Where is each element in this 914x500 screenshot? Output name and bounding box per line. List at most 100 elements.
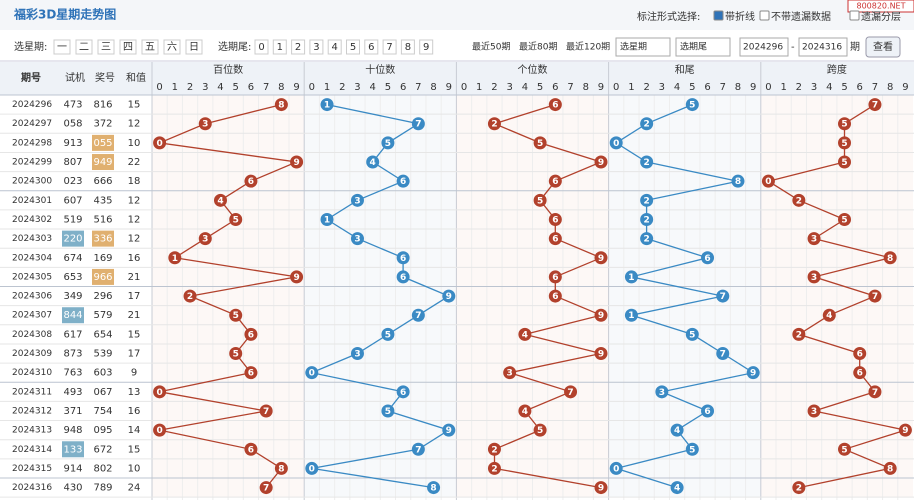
tail-button[interactable] (346, 39, 360, 55)
ball-digit: 7 (263, 407, 269, 417)
ball-digit: 4 (674, 484, 680, 494)
tail[interactable]: 4 (332, 42, 338, 53)
ball-digit: 9 (598, 350, 604, 360)
weekday-button[interactable] (97, 39, 115, 55)
weekday[interactable]: 一 (57, 42, 67, 53)
ball (350, 347, 364, 361)
weekday[interactable]: 三 (101, 42, 111, 53)
tail-button[interactable] (254, 39, 269, 55)
to-input[interactable] (798, 37, 848, 57)
weekday[interactable]: 日 (189, 42, 199, 53)
weekday[interactable]: 二 (79, 42, 89, 53)
ball (411, 442, 425, 456)
tail-button[interactable] (364, 39, 379, 55)
ball-digit: 6 (248, 369, 254, 379)
ball-digit: 2 (491, 464, 497, 474)
ball-digit: 5 (233, 350, 239, 360)
select[interactable] (615, 37, 671, 57)
weekday[interactable]: 五 (145, 42, 155, 53)
digit-header: 2 (187, 82, 193, 93)
ball-digit: 8 (887, 254, 893, 264)
ball-digit: 4 (370, 158, 376, 168)
tail[interactable]: 1 (277, 42, 283, 53)
digit-header: 2 (643, 82, 649, 93)
ball-digit: 2 (796, 484, 802, 494)
ball (868, 98, 882, 112)
ball-digit: 3 (811, 235, 817, 245)
recent-link[interactable]: 最近80期 (519, 41, 557, 53)
recent-link[interactable]: 最近50期 (472, 41, 510, 53)
digit-header: 1 (172, 82, 178, 93)
ball (609, 461, 623, 475)
ball (350, 193, 364, 207)
digit-header: 5 (537, 82, 543, 93)
weekday-button[interactable] (53, 39, 71, 55)
tail[interactable]: 8 (405, 42, 411, 53)
ball-digit: 6 (704, 407, 710, 417)
ball (594, 308, 608, 322)
view-button[interactable] (865, 36, 901, 58)
ball-digit: 5 (841, 158, 847, 168)
weekday-button[interactable] (119, 39, 137, 55)
recent-link[interactable]: 最近120期 (566, 41, 610, 53)
weekday[interactable]: 六 (167, 41, 177, 53)
ball-digit: 2 (644, 215, 650, 225)
weekday-label: 选星期: (14, 40, 47, 53)
tail-button[interactable] (272, 39, 287, 55)
weekday-button[interactable] (75, 39, 93, 55)
digit-header: 4 (217, 82, 223, 93)
ball (898, 423, 912, 437)
option-label[interactable]: 不带遗漏数据 (771, 10, 831, 23)
tail[interactable]: 3 (313, 42, 319, 53)
tail[interactable]: 2 (295, 42, 301, 53)
ball-digit: 0 (613, 464, 619, 474)
tail[interactable]: 0 (258, 42, 264, 53)
from-input[interactable] (739, 37, 789, 57)
tail-button[interactable] (327, 39, 342, 55)
period: 2024304 (12, 253, 52, 263)
tail[interactable]: 5 (350, 42, 356, 53)
tail[interactable]: 7 (386, 42, 392, 53)
ball (274, 98, 288, 112)
to[interactable]: 2024316 (802, 43, 842, 53)
ball (716, 289, 730, 303)
tail-button[interactable] (400, 39, 415, 55)
tail-button[interactable] (419, 39, 434, 55)
zone-name: 百位数 (213, 63, 243, 76)
ball (685, 442, 699, 456)
tail[interactable]: 6 (368, 42, 374, 53)
ball (305, 461, 319, 475)
tail-button[interactable] (309, 39, 324, 55)
ball-digit: 7 (720, 292, 726, 302)
weekday-button[interactable] (163, 39, 181, 55)
from[interactable]: 2024296 (743, 43, 783, 53)
ball (792, 327, 806, 341)
checkbox[interactable] (849, 10, 860, 21)
digit-header: 6 (248, 82, 254, 93)
option-label[interactable]: 带折线 (725, 10, 755, 23)
tail-button[interactable] (382, 39, 397, 55)
ball-digit: 9 (446, 292, 452, 302)
checkbox[interactable] (713, 10, 724, 21)
tail[interactable]: 9 (423, 42, 429, 53)
ball-digit: 7 (263, 484, 269, 494)
select-label[interactable]: 选星期 (620, 41, 647, 53)
ball-digit: 6 (248, 445, 254, 455)
checkbox[interactable] (759, 10, 770, 21)
weekday[interactable]: 四 (123, 42, 133, 53)
select[interactable] (675, 37, 731, 57)
sum: 24 (128, 483, 141, 494)
weekday-button[interactable] (141, 39, 159, 55)
ball (427, 481, 441, 495)
weekday-button[interactable] (185, 39, 203, 55)
column-header: 奖号 (95, 71, 115, 84)
ball (594, 481, 608, 495)
view-button-label[interactable]: 查看 (873, 40, 893, 53)
trial: 220 (63, 234, 82, 245)
ball-digit: 5 (841, 120, 847, 130)
select-label[interactable]: 选期尾 (680, 41, 707, 53)
zone-name: 跨度 (827, 63, 847, 76)
tail-button[interactable] (291, 39, 306, 55)
option-label[interactable]: 遗漏分层 (861, 10, 901, 23)
ball (381, 327, 395, 341)
